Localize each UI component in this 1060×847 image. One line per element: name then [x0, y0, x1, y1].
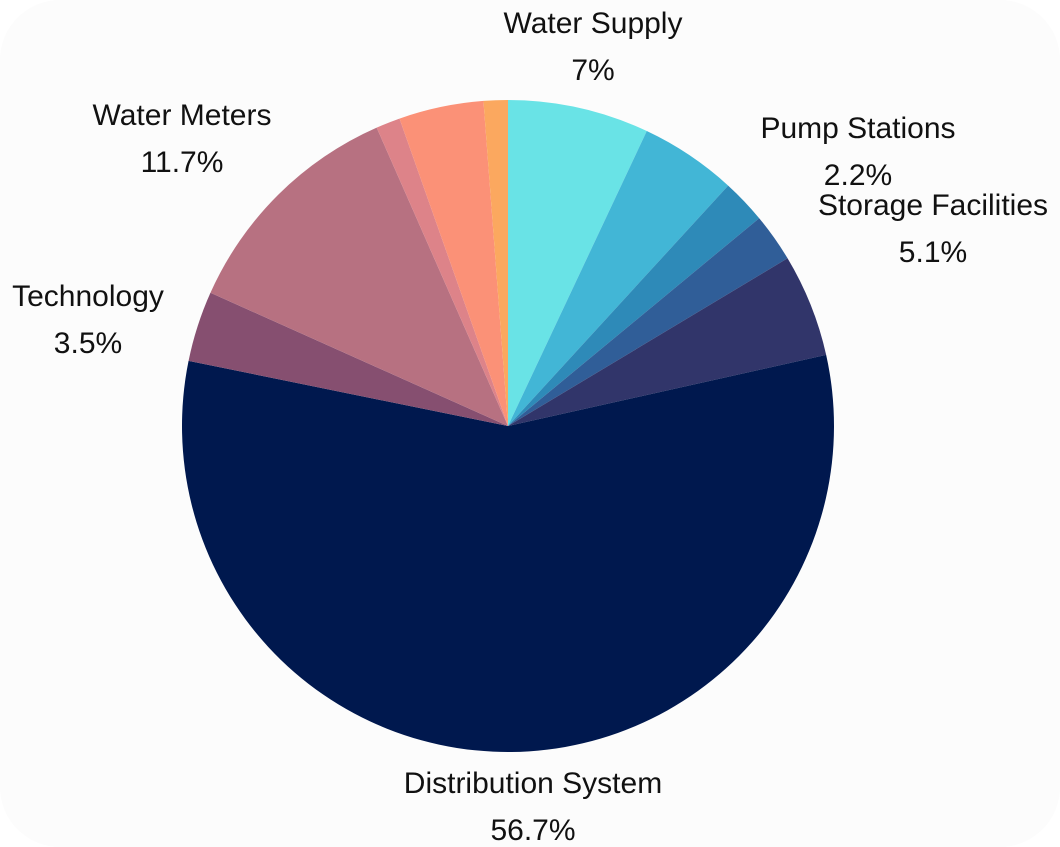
- value-label-technology: 3.5%: [54, 327, 122, 360]
- slice-water-meters: [210, 127, 508, 426]
- slice-unlabeled-3: [508, 218, 788, 426]
- slice-unlabeled-8: [376, 118, 508, 426]
- pie-labels: Water Supply 7% Pump Stations 2.2%Storage F…: [12, 7, 1048, 847]
- slice-technology: [188, 292, 508, 426]
- pie-slices: [182, 100, 835, 753]
- slice-water-supply: [508, 100, 647, 426]
- label-water-supply: Water Supply: [504, 7, 683, 40]
- slice-unlabeled-10: [483, 100, 508, 426]
- slice-pump-stations: [508, 185, 760, 426]
- slice-unlabeled-9: [399, 100, 508, 427]
- label-storage-facilities: Storage Facilities: [818, 189, 1048, 222]
- slice-storage-facilities: [508, 258, 827, 426]
- label-technology: Technology: [12, 280, 164, 313]
- value-label-water-meters: 11.7%: [141, 146, 224, 179]
- value-label-water-supply: 7%: [571, 54, 614, 87]
- label-distribution-system: Distribution System: [404, 767, 662, 800]
- label-water-meters: Water Meters: [93, 99, 272, 132]
- value-label-storage-facilities: 5.1%: [899, 236, 967, 269]
- label-pump-stations: Pump Stations: [760, 112, 955, 145]
- slice-unlabeled-1: [508, 131, 729, 426]
- value-label-pump-stations: 2.2%: [824, 159, 892, 192]
- value-label-distribution-system: 56.7%: [490, 814, 575, 847]
- slice-distribution-system: [182, 354, 835, 753]
